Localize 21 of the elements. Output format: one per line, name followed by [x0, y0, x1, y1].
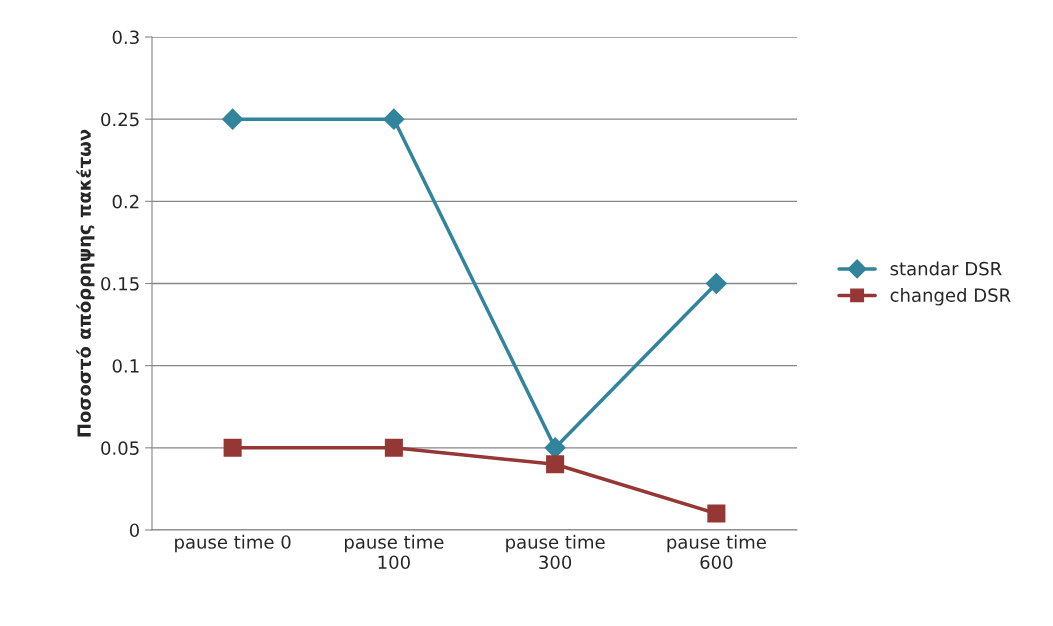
- point: [707, 504, 726, 523]
- x-tick-label: pause time 600: [667, 534, 766, 570]
- y-tick-label: 0.25: [101, 112, 139, 127]
- point: [706, 273, 727, 294]
- y-tick-label: 0.15: [101, 276, 139, 291]
- y-axis-title: Ποσοστό απόρρηψης πακέτων: [76, 129, 95, 437]
- y-tick-label: 0: [129, 523, 139, 538]
- point: [546, 455, 565, 474]
- legend-label: standar DSR: [890, 261, 1002, 276]
- point: [222, 108, 243, 130]
- x-tick-label: pause time 0: [175, 534, 291, 553]
- y-tick-label: 0.1: [112, 359, 139, 373]
- y-tick-label: 0.05: [101, 441, 139, 455]
- point: [383, 108, 405, 130]
- y-tick-label: 0.3: [112, 30, 139, 45]
- y-tick-label: 0.2: [112, 194, 139, 209]
- point: [223, 438, 242, 457]
- x-tick-label: pause time 100: [345, 534, 444, 570]
- x-tick-label: pause time 300: [506, 534, 605, 570]
- legend-label: changed DSR: [890, 288, 1011, 306]
- point: [384, 438, 403, 457]
